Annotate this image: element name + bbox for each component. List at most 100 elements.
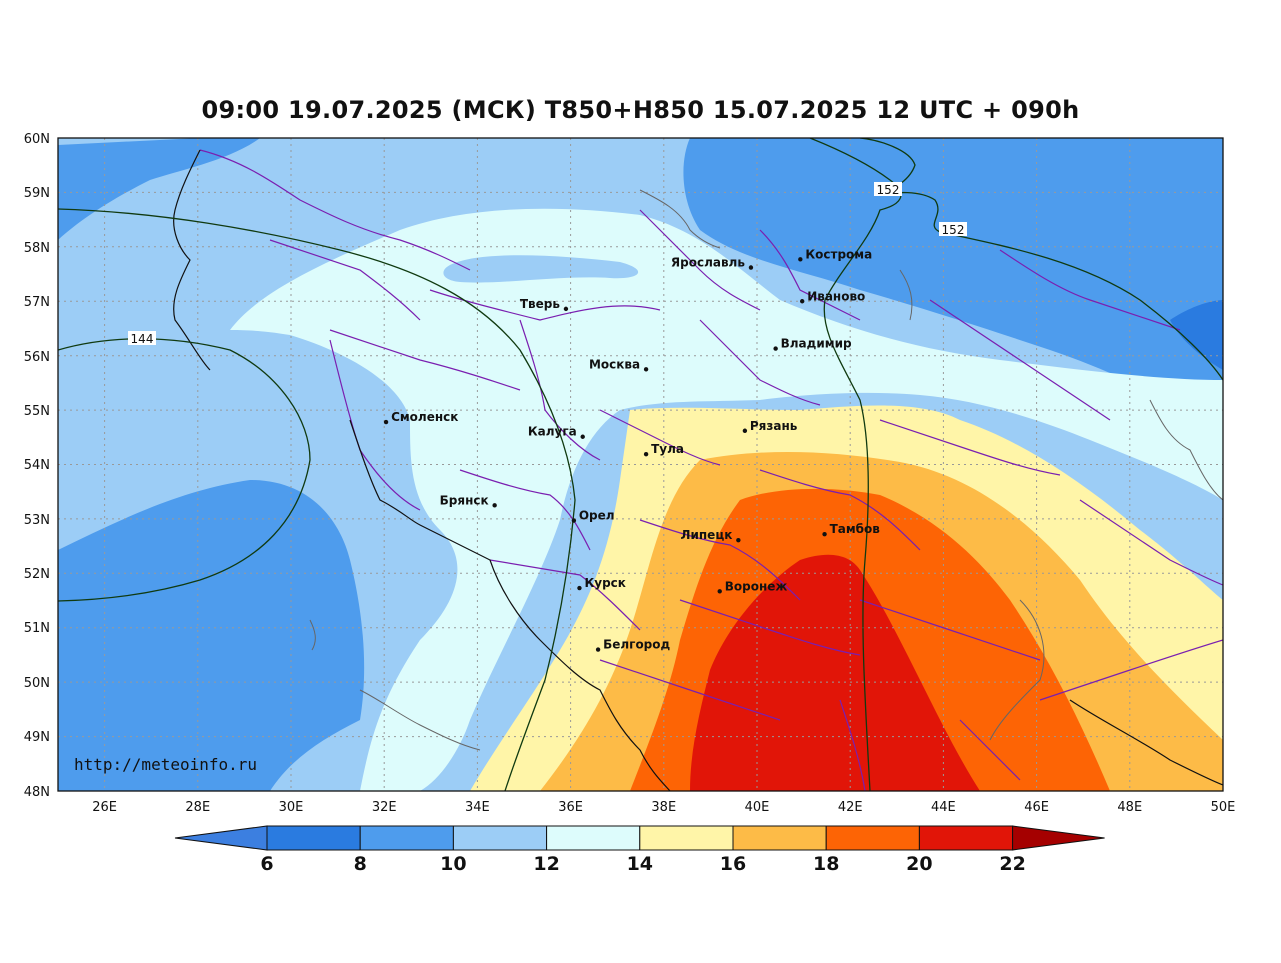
cold-zone-southwest: [58, 480, 365, 791]
lat-tick-label: 52N: [24, 567, 50, 582]
city-dot: [717, 589, 722, 594]
lat-tick-label: 48N: [24, 785, 50, 800]
city-label: Ярославль: [671, 256, 745, 270]
isohypse-main: [58, 208, 576, 791]
city-label: Тверь: [520, 297, 561, 311]
city-dot: [643, 367, 649, 372]
city-dot: [748, 265, 754, 270]
colorbar-tick-label: 14: [627, 853, 653, 875]
lon-tick-label: 50E: [1211, 800, 1236, 815]
grid-lines: [58, 138, 1223, 791]
lon-axis: 26E 28E 30E 32E 34E 36E 38E 40E 42E 44E …: [92, 800, 1235, 815]
city-dot: [571, 518, 577, 523]
lon-tick-label: 26E: [92, 800, 117, 815]
city-dot: [800, 299, 805, 304]
zone-12-14: [230, 208, 1223, 791]
colorbar: 6 8 10 12 14 16 18 20 22: [174, 825, 1105, 875]
city-label: Белгород: [603, 638, 670, 652]
cold-zone-northeast: [683, 138, 1223, 430]
lon-tick-label: 34E: [465, 800, 490, 815]
lat-tick-label: 50N: [24, 676, 50, 691]
lat-tick-label: 55N: [24, 404, 50, 419]
map-frame: [57, 137, 1224, 792]
colorbar-tick-label: 18: [813, 853, 839, 875]
city-label: Смоленск: [391, 410, 458, 424]
lon-tick-label: 38E: [651, 800, 676, 815]
city-dot: [595, 647, 601, 652]
lon-tick-label: 42E: [838, 800, 863, 815]
city-markers: Ярославль Кострома Иваново Тверь Владимир Мос…: [383, 247, 881, 652]
city-label: Орел: [579, 509, 615, 523]
colorbar-tick-label: 8: [354, 853, 367, 875]
lon-tick-label: 30E: [279, 800, 304, 815]
lat-tick-label: 58N: [24, 241, 50, 256]
city-label: Владимир: [781, 337, 852, 351]
cold-zone-northwest: [58, 138, 260, 240]
colorbar-extend-high: [1012, 825, 1105, 851]
city-dot: [563, 306, 569, 312]
colorbar-segment: [546, 825, 641, 851]
lon-tick-label: 32E: [372, 800, 397, 815]
colorbar-tick-label: 10: [440, 853, 466, 875]
region-borders: [199, 149, 1223, 791]
cold-zone-far-northeast: [1170, 300, 1223, 370]
city-dot: [580, 434, 585, 439]
lat-tick-label: 53N: [24, 513, 50, 528]
lat-tick-label: 57N: [24, 295, 50, 310]
city-dot: [822, 531, 827, 537]
colorbar-tick-label: 22: [999, 853, 1025, 875]
city-label: Тула: [651, 442, 684, 456]
isohypse-144-west: [58, 338, 311, 602]
colorbar-tick-label: 6: [260, 853, 273, 875]
city-label: Кострома: [805, 247, 872, 261]
city-label: Курск: [584, 576, 625, 590]
city-dot: [577, 585, 582, 591]
contour-label: 152: [877, 183, 900, 197]
lat-tick-label: 49N: [24, 730, 50, 745]
lat-tick-label: 59N: [24, 186, 50, 201]
map-title: 09:00 19.07.2025 (МСК) T850+H850 15.07.2…: [201, 96, 1080, 124]
colorbar-tick-label: 12: [533, 853, 559, 875]
lat-axis: 60N 59N 58N 57N 56N 55N 54N 53N 52N 51N …: [24, 132, 50, 800]
lon-tick-label: 28E: [185, 800, 210, 815]
colorbar-segment: [825, 825, 920, 851]
lon-tick-label: 36E: [558, 800, 583, 815]
lat-tick-label: 51N: [24, 621, 50, 636]
city-label: Иваново: [807, 289, 865, 303]
watermark: http://meteoinfo.ru: [74, 755, 257, 774]
country-borders: [173, 149, 1223, 791]
contour-label: 152: [942, 223, 965, 237]
city-dot: [742, 428, 748, 433]
lon-tick-label: 40E: [745, 800, 770, 815]
city-dot: [492, 503, 497, 508]
city-dot: [736, 537, 741, 543]
isohypses: [58, 138, 1223, 791]
city-dot: [643, 451, 649, 457]
lon-tick-label: 44E: [931, 800, 956, 815]
zone-10-12-island: [443, 255, 639, 283]
colorbar-segment: [452, 825, 548, 851]
isohypse-152-east: [859, 138, 1223, 381]
city-label: Липецк: [681, 528, 733, 542]
zone-20-22: [690, 554, 980, 791]
city-dot: [798, 257, 803, 262]
colorbar-segment: [266, 825, 361, 851]
city-label: Калуга: [528, 425, 577, 439]
colorbar-extend-low: [174, 825, 268, 851]
city-dot: [773, 346, 778, 351]
lat-tick-label: 60N: [24, 132, 50, 147]
lon-tick-label: 46E: [1024, 800, 1049, 815]
contour-label: 144: [131, 332, 154, 346]
colorbar-tick-label: 20: [906, 853, 932, 875]
city-label: Воронеж: [725, 579, 788, 593]
lat-tick-label: 56N: [24, 350, 50, 365]
lat-tick-label: 54N: [24, 458, 50, 473]
city-dot: [383, 419, 389, 425]
city-label: Брянск: [440, 493, 489, 507]
colorbar-segment: [732, 825, 827, 851]
lon-tick-label: 48E: [1117, 800, 1142, 815]
city-label: Рязань: [750, 419, 798, 433]
city-label: Тамбов: [830, 522, 881, 536]
rivers: [309, 189, 1223, 751]
